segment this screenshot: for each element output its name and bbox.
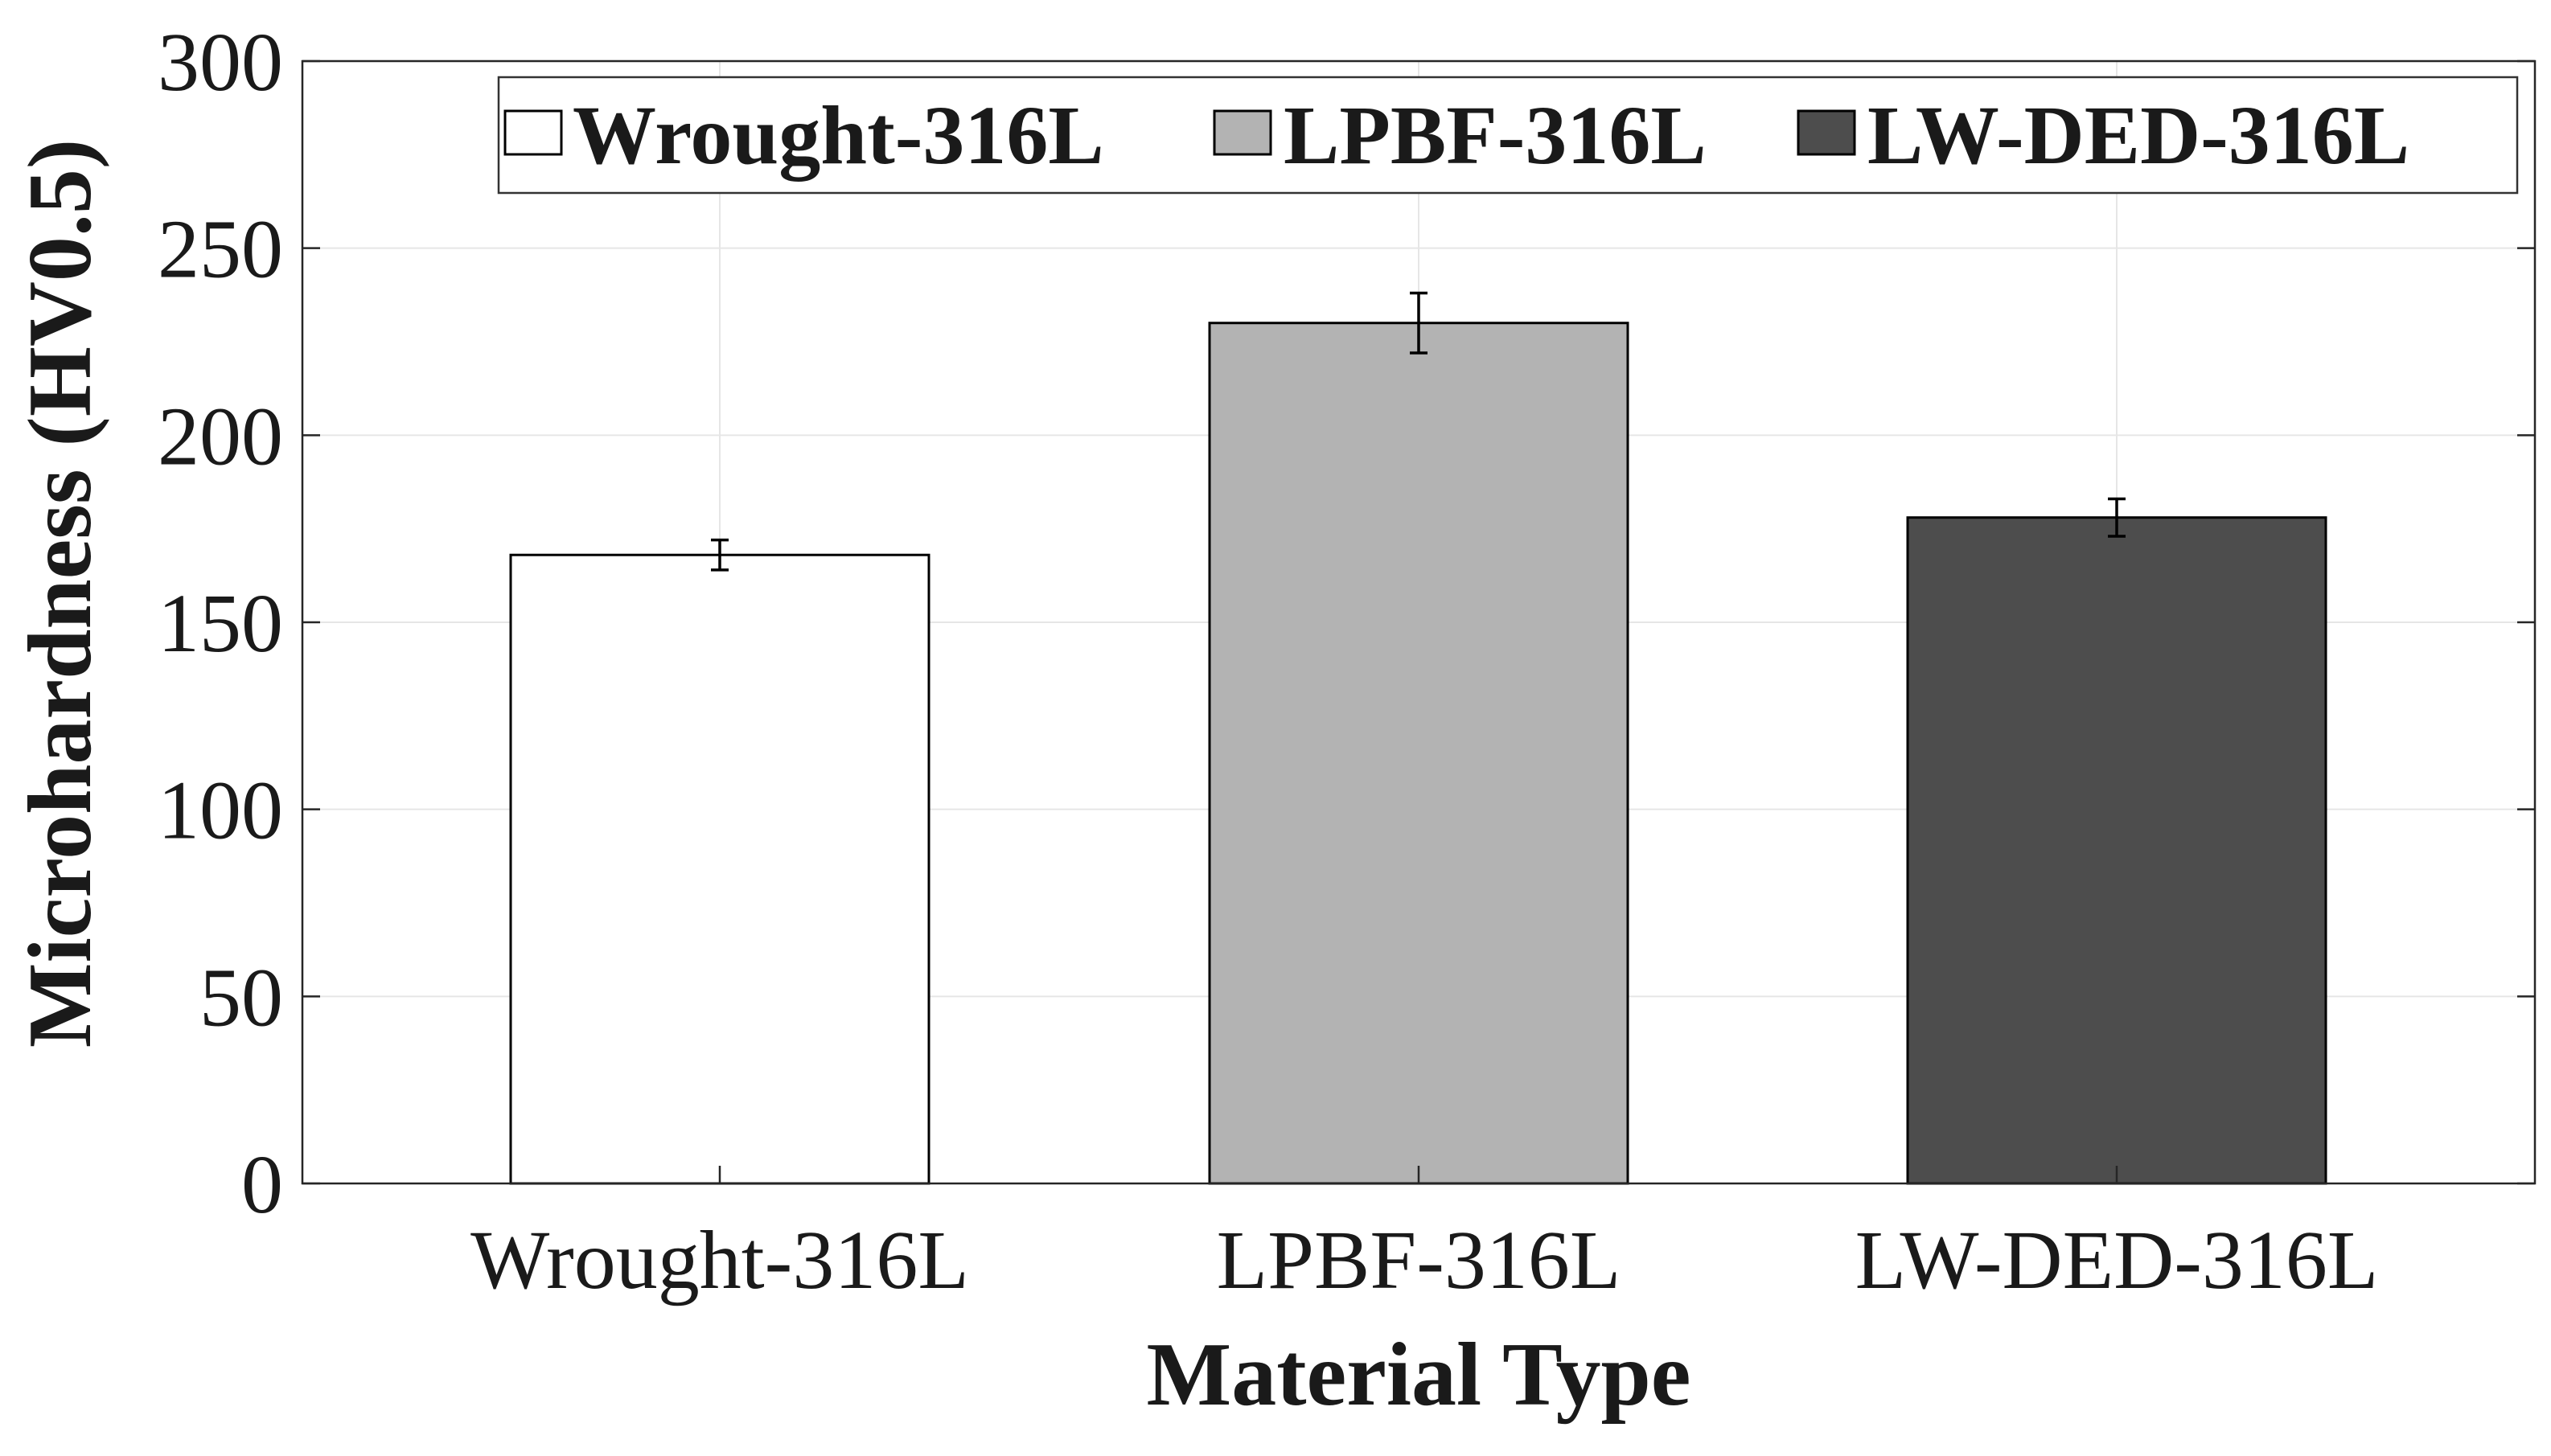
legend-entries: Wrought-316L LPBF-316L LW-DED-316L — [503, 89, 2409, 182]
y-tick-label: 300 — [158, 16, 283, 109]
y-tick-label: 0 — [241, 1138, 283, 1231]
legend-label: Wrought-316L — [573, 89, 1104, 182]
y-tick-label: 100 — [158, 765, 283, 857]
y-tick-label: 200 — [158, 390, 283, 482]
y-tick-label: 150 — [158, 577, 283, 670]
x-tick-label: LW-DED-316L — [1855, 1214, 2379, 1306]
legend-label: LW-DED-316L — [1867, 89, 2409, 182]
legend-swatch — [1213, 109, 1272, 156]
y-axis-ticks: 0 50 100 150 200 250 300 — [158, 16, 2535, 1231]
bar-lw-ded-316l — [1906, 516, 2327, 1185]
error-bar — [1410, 291, 1427, 355]
y-tick-label: 250 — [158, 203, 283, 296]
x-tick-label: LPBF-316L — [1217, 1214, 1621, 1306]
legend-label: LPBF-316L — [1284, 89, 1707, 182]
legend-swatch — [503, 109, 563, 156]
y-axis-title: Microhardness (HV0.5) — [10, 139, 110, 1048]
y-tick-label: 50 — [199, 951, 283, 1044]
legend-swatch — [1797, 109, 1856, 156]
error-bar — [711, 538, 729, 572]
bars — [509, 322, 2327, 1185]
error-bar — [2108, 497, 2126, 538]
legend: Wrought-316L LPBF-316L LW-DED-316L — [497, 76, 2519, 195]
bar-lpbf-316l — [1208, 322, 1629, 1185]
error-bars — [711, 291, 2126, 572]
bar-wrought-316l — [509, 553, 930, 1185]
x-axis-title: Material Type — [1146, 1325, 1690, 1425]
x-tick-label: Wrought-316L — [470, 1214, 969, 1306]
legend-box — [497, 76, 2519, 195]
x-axis-ticks: Wrought-316L LPBF-316L LW-DED-316L — [470, 1166, 2378, 1306]
